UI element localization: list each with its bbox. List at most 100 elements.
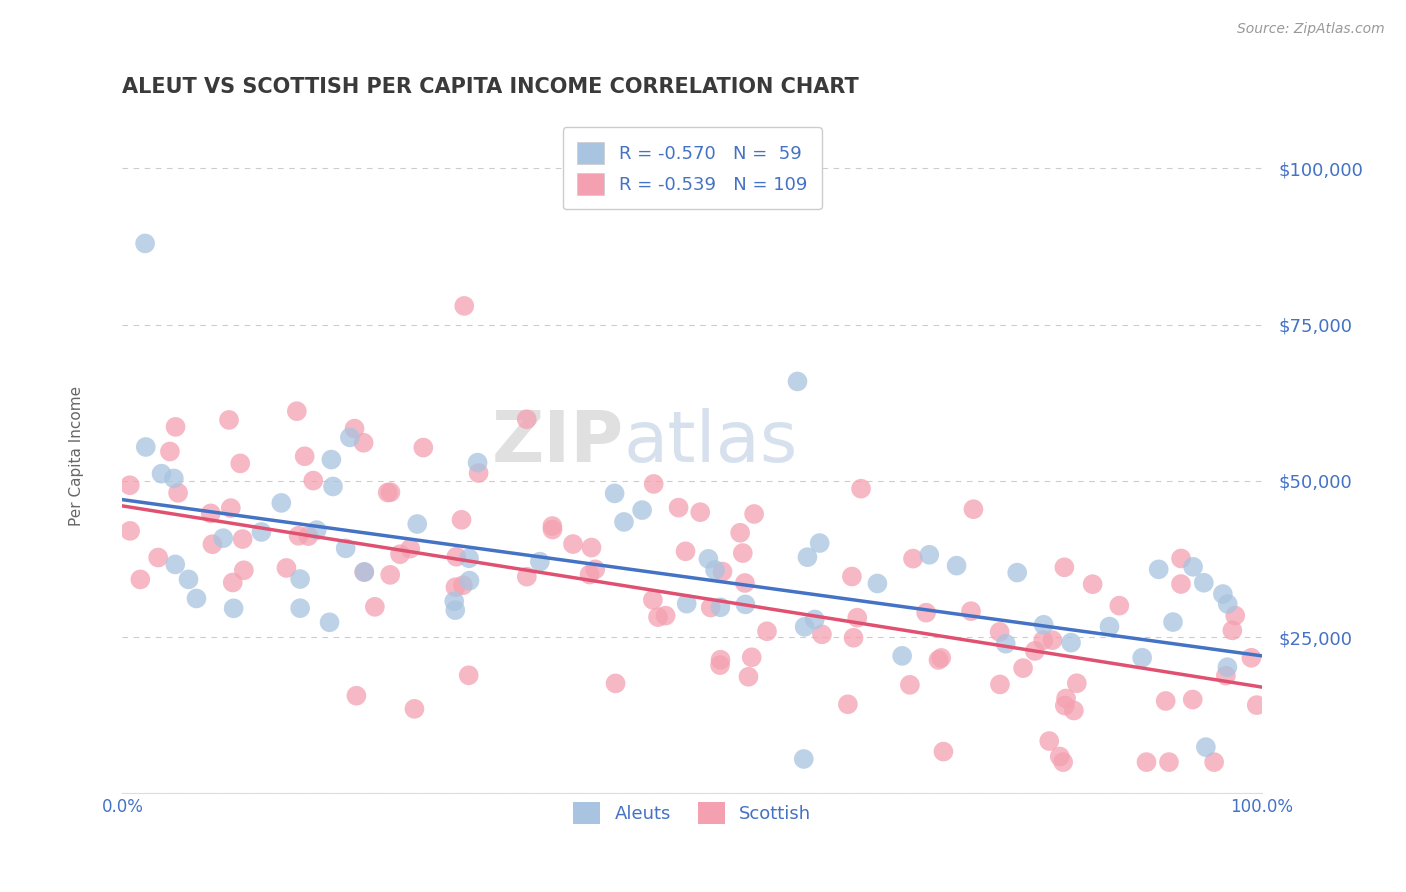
Aleuts [134,236,156,251]
Scottish [1108,599,1130,613]
Scottish [302,474,325,488]
Scottish [647,610,669,624]
Scottish [1042,633,1064,648]
Scottish [689,505,711,519]
Scottish [1053,560,1076,574]
Scottish [353,565,375,579]
Aleuts [165,558,187,572]
Aleuts [458,574,481,588]
Scottish [380,485,402,500]
Scottish [1054,691,1077,706]
Aleuts [734,598,756,612]
Scottish [1024,644,1046,658]
Aleuts [793,752,815,766]
Scottish [728,525,751,540]
Scottish [200,507,222,521]
Scottish [353,435,375,450]
Aleuts [709,600,731,615]
Scottish [962,502,984,516]
Scottish [412,441,434,455]
Aleuts [335,541,357,556]
Aleuts [318,615,340,630]
Scottish [377,485,399,500]
Scottish [285,404,308,418]
Aleuts [322,479,344,493]
Scottish [1135,755,1157,769]
Scottish [129,573,152,587]
Scottish [932,745,955,759]
Text: atlas: atlas [624,408,799,477]
Aleuts [796,550,818,565]
Scottish [1063,704,1085,718]
Aleuts [150,467,173,481]
Scottish [516,412,538,426]
Aleuts [186,591,208,606]
Scottish [294,449,316,463]
Aleuts [529,555,551,569]
Aleuts [1192,575,1215,590]
Aleuts [222,601,245,615]
Scottish [734,576,756,591]
Aleuts [613,515,636,529]
Aleuts [339,430,361,444]
Scottish [232,563,254,577]
Aleuts [793,620,815,634]
Scottish [1032,633,1054,648]
Scottish [988,624,1011,639]
Scottish [1240,650,1263,665]
Scottish [1170,577,1192,591]
Aleuts [444,603,467,617]
Aleuts [866,576,889,591]
Aleuts [1161,615,1184,629]
Scottish [1220,624,1243,638]
Scottish [742,507,765,521]
Aleuts [945,558,967,573]
Scottish [229,456,252,470]
Scottish [1081,577,1104,591]
Scottish [1170,551,1192,566]
Scottish [654,608,676,623]
Aleuts [288,572,311,586]
Aleuts [704,563,727,577]
Scottish [201,537,224,551]
Scottish [399,541,422,556]
Scottish [711,565,734,579]
Scottish [562,537,585,551]
Scottish [841,569,863,583]
Aleuts [1032,617,1054,632]
Scottish [146,550,169,565]
Aleuts [270,496,292,510]
Aleuts [406,516,429,531]
Aleuts [305,523,328,537]
Aleuts [803,612,825,626]
Scottish [1012,661,1035,675]
Scottish [218,413,240,427]
Scottish [849,482,872,496]
Scottish [1157,755,1180,769]
Aleuts [1212,587,1234,601]
Text: Per Capita Income: Per Capita Income [69,386,84,526]
Scottish [453,299,475,313]
Scottish [389,547,412,561]
Scottish [165,420,187,434]
Scottish [755,624,778,639]
Aleuts [250,524,273,539]
Aleuts [1060,635,1083,649]
Scottish [541,523,564,537]
Scottish [699,600,721,615]
Scottish [444,580,467,594]
Scottish [451,578,474,592]
Scottish [960,604,983,618]
Scottish [709,658,731,673]
Scottish [741,650,763,665]
Scottish [1215,668,1237,682]
Scottish [583,562,606,576]
Scottish [641,593,664,607]
Scottish [276,561,298,575]
Scottish [837,698,859,712]
Aleuts [1182,559,1205,574]
Scottish [1225,608,1247,623]
Scottish [297,529,319,543]
Scottish [167,486,190,500]
Scottish [380,567,402,582]
